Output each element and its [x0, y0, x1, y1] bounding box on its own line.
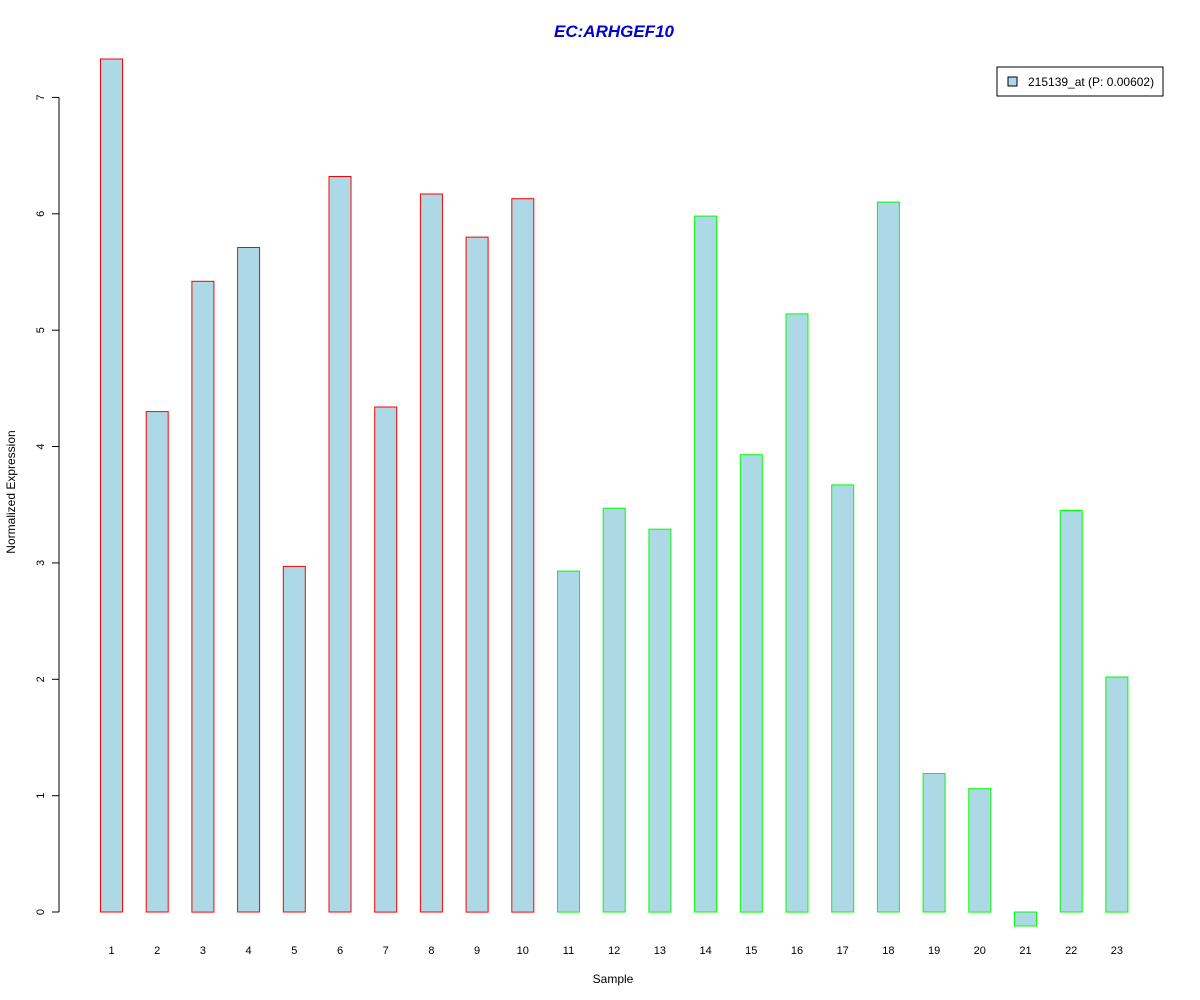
- x-tick-label: 15: [745, 945, 757, 957]
- x-tick-label: 11: [563, 945, 574, 957]
- x-tick-label: 4: [246, 945, 252, 957]
- bar-sample-6: [328, 176, 352, 913]
- x-tick-label: 16: [791, 945, 803, 957]
- bar-sample-7: [374, 406, 398, 913]
- y-tick-label: 5: [35, 327, 47, 333]
- bar-sample-17: [831, 484, 855, 913]
- legend: 215139_at (P: 0.00602): [996, 66, 1164, 97]
- y-tick-label: 6: [35, 211, 47, 217]
- x-tick-label: 2: [154, 945, 160, 957]
- y-axis: 0 1 2 3 4 5 6 7: [35, 94, 60, 915]
- bar-sample-15: [739, 454, 763, 913]
- legend-swatch: [1007, 76, 1018, 87]
- bar-sample-14: [694, 215, 718, 913]
- y-tick-label: 4: [35, 443, 47, 449]
- bar-sample-12: [602, 507, 626, 913]
- x-tick-label: 5: [291, 945, 297, 957]
- x-tick-label: 19: [928, 945, 940, 957]
- bar-sample-22: [1059, 510, 1083, 913]
- bar-sample-20: [968, 788, 992, 913]
- legend-label: 215139_at (P: 0.00602): [1028, 75, 1154, 89]
- x-tick-label: 22: [1065, 945, 1077, 957]
- bar-sample-21: [1014, 911, 1037, 927]
- x-tick-label: 21: [1019, 945, 1031, 957]
- bar-sample-3: [191, 280, 215, 913]
- x-tick-label: 6: [337, 945, 343, 957]
- bar-sample-8: [419, 193, 443, 913]
- bars-layer: [100, 58, 1129, 927]
- bar-sample-23: [1105, 676, 1129, 913]
- bar-sample-4: [237, 247, 261, 913]
- y-tick-label: 0: [35, 909, 47, 915]
- x-tick-label: 8: [428, 945, 434, 957]
- bar-sample-16: [785, 313, 809, 913]
- x-tick-label: 14: [699, 945, 711, 957]
- bar-sample-5: [282, 565, 306, 913]
- bar-sample-11: [557, 570, 580, 913]
- x-axis-labels: 1 2 3 4 5 6 7 8 9 10 11 12 13 14 15 16 17 18 19 20 21 22 23: [108, 945, 1123, 957]
- x-tick-label: 20: [974, 945, 986, 957]
- bar-sample-2: [145, 411, 169, 913]
- x-tick-label: 3: [200, 945, 206, 957]
- bar-sample-19: [922, 773, 946, 913]
- bar-sample-18: [876, 201, 900, 913]
- x-tick-label: 18: [882, 945, 894, 957]
- x-tick-label: 12: [608, 945, 620, 957]
- x-tick-label: 7: [383, 945, 389, 957]
- legend-box: [996, 66, 1164, 97]
- y-axis-title: Normalized Expression: [4, 430, 18, 553]
- x-tick-label: 17: [837, 945, 849, 957]
- y-tick-label: 2: [35, 676, 47, 682]
- x-tick-label: 10: [517, 945, 529, 957]
- y-tick-label: 7: [35, 94, 47, 100]
- x-axis-title: Sample: [593, 972, 634, 986]
- x-tick-label: 1: [108, 945, 114, 957]
- bar-sample-13: [648, 528, 672, 913]
- bar-sample-1: [100, 58, 123, 913]
- x-tick-label: 23: [1111, 945, 1123, 957]
- chart-title: EC:ARHGEF10: [554, 22, 675, 41]
- x-tick-label: 13: [654, 945, 666, 957]
- y-tick-label: 3: [35, 560, 47, 566]
- x-tick-label: 9: [474, 945, 480, 957]
- bar-sample-9: [465, 236, 489, 913]
- y-tick-label: 1: [35, 793, 47, 799]
- bar-sample-10: [511, 198, 535, 913]
